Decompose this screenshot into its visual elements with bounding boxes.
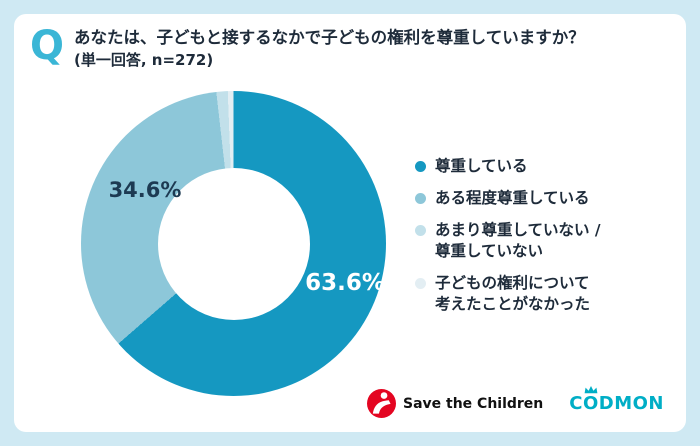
legend-item-not-respect: あまり尊重していない / 尊重していない bbox=[415, 220, 671, 262]
legend-item-somewhat: ある程度尊重している bbox=[415, 188, 671, 209]
codmon-crown-icon bbox=[584, 386, 598, 394]
legend-dot-respect-icon bbox=[415, 161, 426, 172]
legend-dot-never-thought-icon bbox=[415, 277, 426, 289]
legend-item-respect: 尊重している bbox=[415, 156, 671, 177]
save-the-children-logo: Save the Children bbox=[366, 389, 544, 418]
page-title: あなたは、子どもと接するなかで子どもの権利を尊重していますか？ bbox=[74, 28, 585, 47]
page-subtitle: (単一回答, n=272) bbox=[74, 51, 214, 70]
title-block: あなたは、子どもと接するなかで子どもの権利を尊重していますか？ (単一回答, n… bbox=[74, 24, 585, 71]
save-the-children-icon bbox=[366, 389, 396, 418]
legend-item-never-thought: 子どもの権利について 考えたことがなかった bbox=[415, 273, 671, 315]
codmon-logo: CODMON bbox=[569, 386, 664, 414]
legend-dot-somewhat-icon bbox=[415, 192, 426, 204]
slice-label-somewhat: 34.6% bbox=[108, 178, 182, 202]
donut-chart bbox=[81, 91, 386, 396]
legend-label: 子どもの権利について 考えたことがなかった bbox=[435, 273, 591, 313]
legend-dot-not-respect-icon bbox=[415, 224, 426, 236]
legend-label: 尊重している bbox=[435, 157, 528, 175]
save-the-children-text: Save the Children bbox=[402, 395, 544, 412]
question-header: Q あなたは、子どもと接するなかで子どもの権利を尊重していますか？ (単一回答,… bbox=[30, 24, 670, 71]
codmon-text: CODMON bbox=[569, 393, 664, 414]
question-icon: Q bbox=[30, 23, 65, 69]
chart-card: Q あなたは、子どもと接するなかで子どもの権利を尊重していますか？ (単一回答,… bbox=[14, 14, 686, 432]
legend-label: あまり尊重していない / 尊重していない bbox=[435, 220, 601, 260]
chart-legend: 尊重している ある程度尊重している あまり尊重していない / 尊重していない 子… bbox=[415, 156, 671, 315]
donut-chart-area: 63.6% 34.6% bbox=[81, 91, 386, 396]
footer-logos: Save the Children CODMON bbox=[366, 386, 664, 418]
slice-label-respect: 63.6% bbox=[305, 270, 385, 296]
legend-label: ある程度尊重している bbox=[435, 188, 590, 207]
